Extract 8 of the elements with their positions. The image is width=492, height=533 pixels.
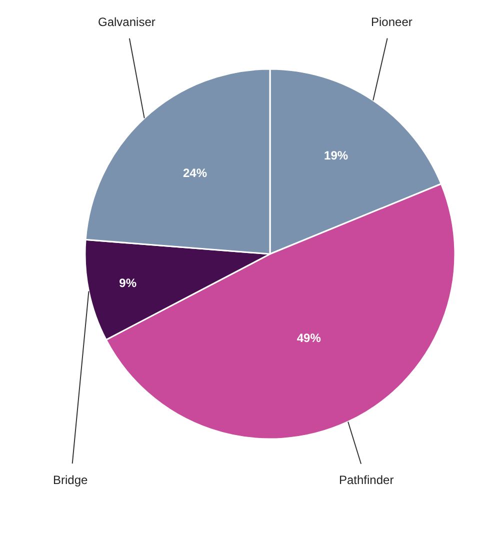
slice-label: Pathfinder (339, 473, 394, 487)
slice-label: Bridge (53, 473, 88, 487)
data-label: 19% (324, 148, 348, 162)
slice-label: Pioneer (371, 15, 412, 29)
data-label: 24% (183, 166, 208, 180)
data-label: 49% (296, 330, 322, 345)
slice-label: Galvaniser (98, 15, 156, 29)
data-label: 9% (119, 276, 137, 290)
